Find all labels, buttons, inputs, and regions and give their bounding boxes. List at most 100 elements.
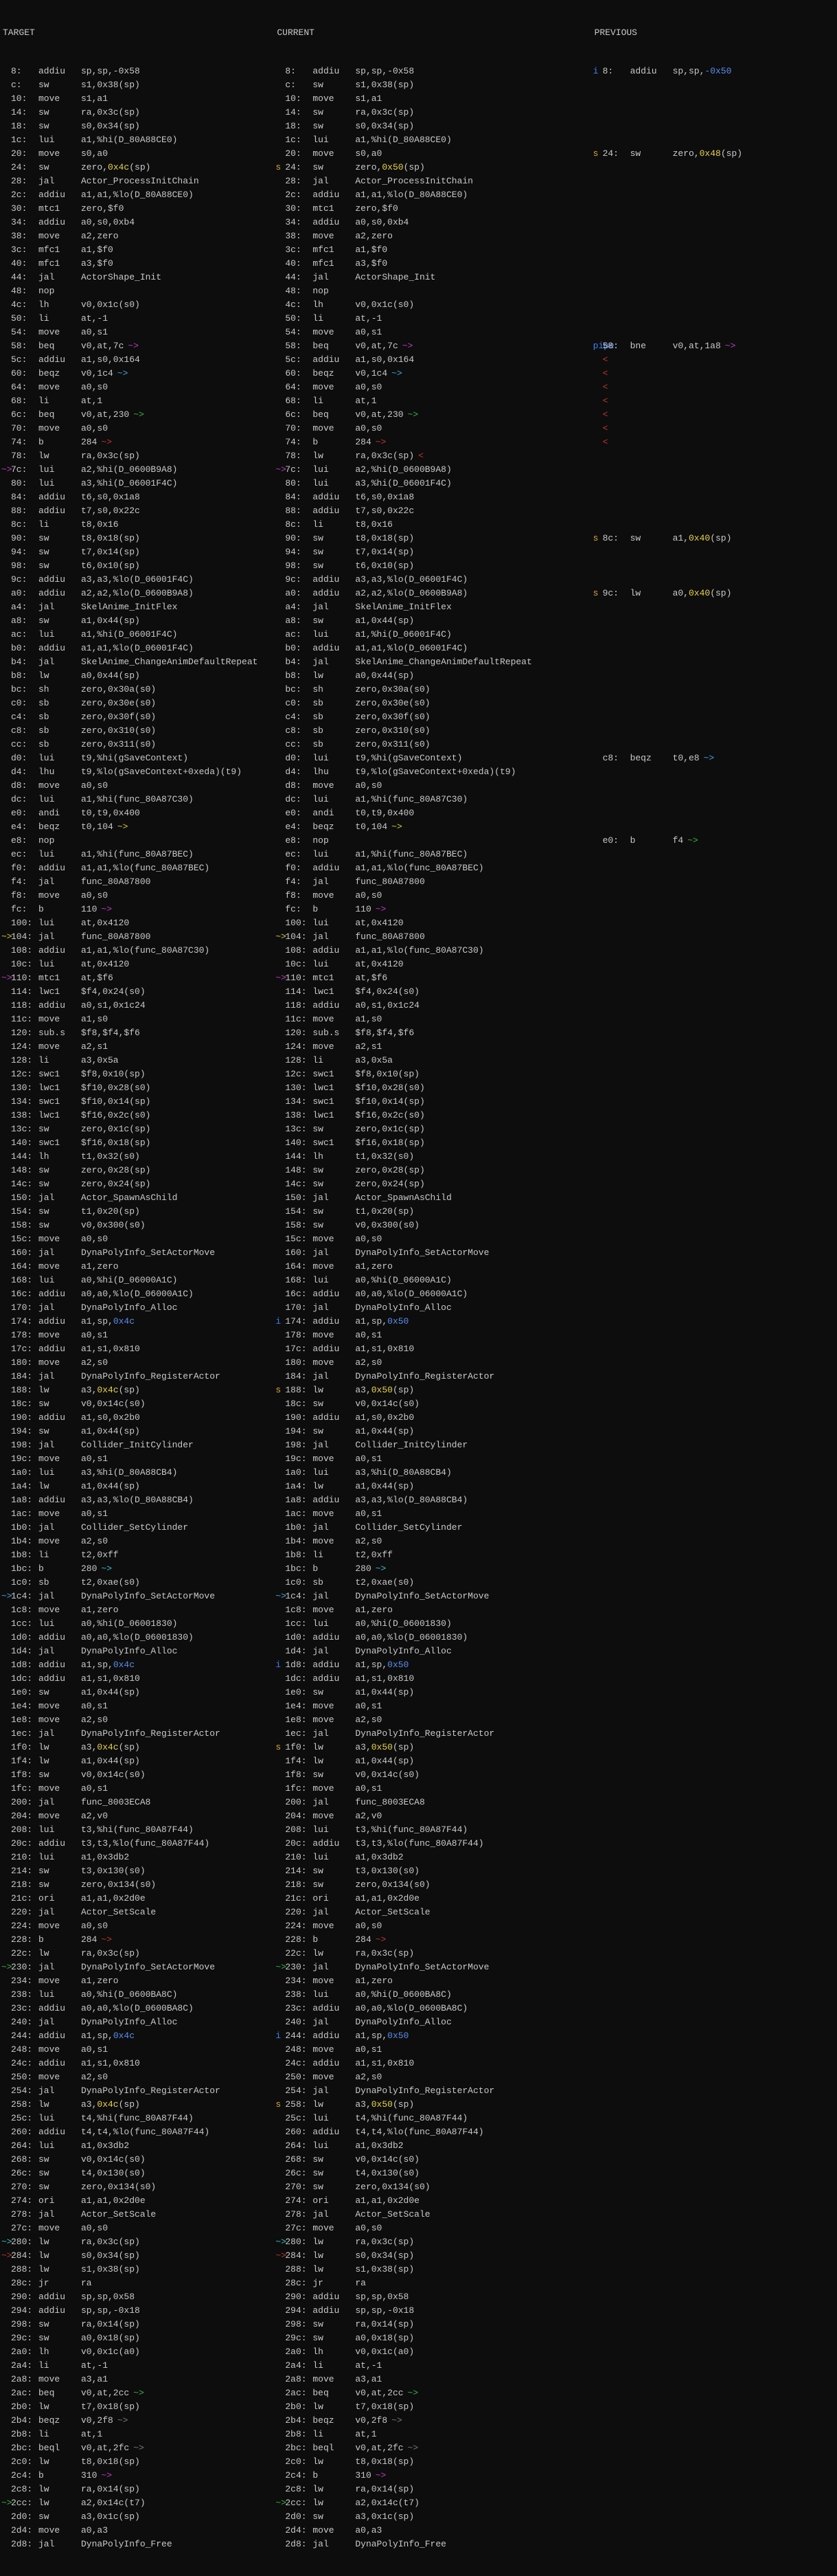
current-instruction-row: 108: addiu a1,a1,%lo(func_80A87C30) — [275, 944, 593, 958]
current-instruction-row: c: sw s1,0x38(sp) — [275, 78, 593, 92]
target-operands: a0,s0 — [81, 889, 108, 903]
target-mnemonic: sw — [38, 2331, 81, 2345]
target-address: 228: — [11, 1933, 38, 1947]
current-address: 20: — [285, 147, 312, 161]
previous-mnemonic: sw — [630, 532, 673, 545]
current-instruction-row: ~> 284: lw s0,0x34(sp) — [275, 2249, 593, 2263]
previous-blank-row — [593, 2167, 837, 2180]
target-operands: a2,zero — [81, 229, 119, 243]
target-operands: v0,at,7c — [81, 339, 124, 353]
current-address: 94: — [285, 545, 312, 559]
current-address: 274: — [285, 2194, 312, 2208]
current-mnemonic: lw — [312, 2235, 355, 2249]
current-instruction-row: 1b8: li t2,0xff — [275, 1548, 593, 1562]
target-operands: a3,$f0 — [81, 257, 113, 271]
target-mnemonic: move — [38, 1452, 81, 1466]
target-operands: 310 — [81, 2469, 97, 2483]
current-instruction-row: 4c: lh v0,0x1c(s0) — [275, 298, 593, 312]
previous-blank-row — [593, 1507, 837, 1521]
previous-blank-row — [593, 930, 837, 944]
target-address: b4: — [11, 655, 38, 669]
target-address: 5c: — [11, 353, 38, 367]
current-mnemonic: ori — [312, 1892, 355, 1906]
target-operands: zero,0x1c(sp) — [81, 1122, 150, 1136]
current-operands: zero,0x28(sp) — [355, 1164, 424, 1177]
current-branch-arrow: ~> — [408, 2441, 419, 2455]
current-operands: a0,s1 — [355, 1507, 382, 1521]
current-mnemonic: addiu — [312, 944, 355, 958]
current-address: 1ec: — [285, 1727, 312, 1741]
target-address: 190: — [11, 1411, 38, 1425]
current-instruction-row: 208: lui t3,%hi(func_80A87F44) — [275, 1823, 593, 1837]
current-instruction-row: ac: lui a1,%hi(D_06001F4C) — [275, 628, 593, 642]
target-instruction-row: 140: swc1 $f16,0x18(sp) — [1, 1136, 275, 1150]
current-instruction-row: 1c0: sb t2,0xae(s0) — [275, 1576, 593, 1590]
target-mnemonic: jal — [38, 2208, 81, 2222]
target-mnemonic: sw — [38, 120, 81, 133]
target-instruction-row: 2a0: lh v0,0x1c(a0) — [1, 2345, 275, 2359]
current-mnemonic: jal — [312, 2538, 355, 2551]
target-operands: a0,s1 — [81, 1782, 108, 1796]
current-mnemonic: nop — [312, 284, 355, 298]
current-mnemonic: addiu — [312, 642, 355, 655]
target-operands: a1,a1,%lo(func_80A87C30) — [81, 944, 209, 958]
current-mnemonic: sw — [312, 1864, 355, 1878]
target-address: 2d8: — [11, 2538, 38, 2551]
target-mnemonic: addiu — [38, 1493, 81, 1507]
current-operands: v0,0x14c(s0) — [355, 2153, 420, 2167]
previous-blank-row — [593, 1658, 837, 1672]
current-address: 244: — [285, 2029, 312, 2043]
current-instruction-row: 210: lui a1,0x3db2 — [275, 1851, 593, 1864]
current-mnemonic: lw — [312, 2263, 355, 2276]
current-operands: 280 — [355, 1562, 371, 1576]
previous-address: 58: — [603, 339, 630, 353]
current-operands: v0,0x1c(a0) — [355, 2345, 414, 2359]
target-address: 148: — [11, 1164, 38, 1177]
current-operands: v0,2f8 — [355, 2414, 387, 2428]
current-address: 1f4: — [285, 1754, 312, 1768]
target-instruction-row: 1e0: sw a1,0x44(sp) — [1, 1686, 275, 1699]
target-address: 18: — [11, 120, 38, 133]
previous-blank-row — [593, 2043, 837, 2057]
target-mnemonic: swc1 — [38, 1067, 81, 1081]
target-operands: a2,s1 — [81, 1040, 108, 1054]
current-instruction-row: 178: move a0,s1 — [275, 1329, 593, 1342]
current-instruction-row: d4: lhu t9,%lo(gSaveContext+0xeda)(t9) — [275, 765, 593, 779]
target-mnemonic: lui — [38, 2112, 81, 2125]
target-mnemonic: addiu — [38, 642, 81, 655]
previous-blank-row — [593, 971, 837, 985]
target-mnemonic: sw — [38, 532, 81, 545]
current-address: 48: — [285, 284, 312, 298]
target-operands: s0,0x34(sp) — [81, 2249, 140, 2263]
current-instruction-row: 158: sw v0,0x300(s0) — [275, 1219, 593, 1232]
current-operands: a0,s1 — [355, 326, 382, 339]
current-instruction-row: 198: jal Collider_InitCylinder — [275, 1438, 593, 1452]
target-operands: zero,0x134(s0) — [81, 2180, 156, 2194]
target-address: 184: — [11, 1370, 38, 1383]
previous-removed-marker: < — [603, 394, 608, 408]
previous-blank-row — [593, 944, 837, 958]
current-operands: a1,s0 — [355, 1013, 382, 1026]
target-operands: DynaPolyInfo_SetActorMove — [81, 1590, 215, 1603]
current-operands: a3,a3,%lo(D_06001F4C) — [355, 573, 468, 587]
current-instruction-row: 278: jal Actor_SetScale — [275, 2208, 593, 2222]
target-instruction-row: 2c: addiu a1,a1,%lo(D_80A88CE0) — [1, 188, 275, 202]
current-mnemonic: sw — [312, 106, 355, 120]
target-instruction-row: 138: lwc1 $f16,0x2c(s0) — [1, 1109, 275, 1122]
target-operands: t3,0x130(s0) — [81, 1864, 146, 1878]
target-address: 110: — [11, 971, 38, 985]
target-instruction-row: 20c: addiu t3,t3,%lo(func_80A87F44) — [1, 1837, 275, 1851]
current-operands: DynaPolyInfo_RegisterActor — [355, 2084, 494, 2098]
current-address: 1e8: — [285, 1713, 312, 1727]
target-mnemonic: sb — [38, 1576, 81, 1590]
target-address: 168: — [11, 1274, 38, 1287]
current-instruction-row: 5c: addiu a1,s0,0x164 — [275, 353, 593, 367]
current-operands: $f10,0x28(s0) — [355, 1081, 424, 1095]
target-address: 1b8: — [11, 1548, 38, 1562]
current-mnemonic: sw — [312, 614, 355, 628]
previous-blank-row — [593, 559, 837, 573]
target-mnemonic: lui — [38, 477, 81, 490]
current-mnemonic: jal — [312, 600, 355, 614]
current-mnemonic: sw — [312, 2167, 355, 2180]
target-mnemonic: lui — [38, 133, 81, 147]
